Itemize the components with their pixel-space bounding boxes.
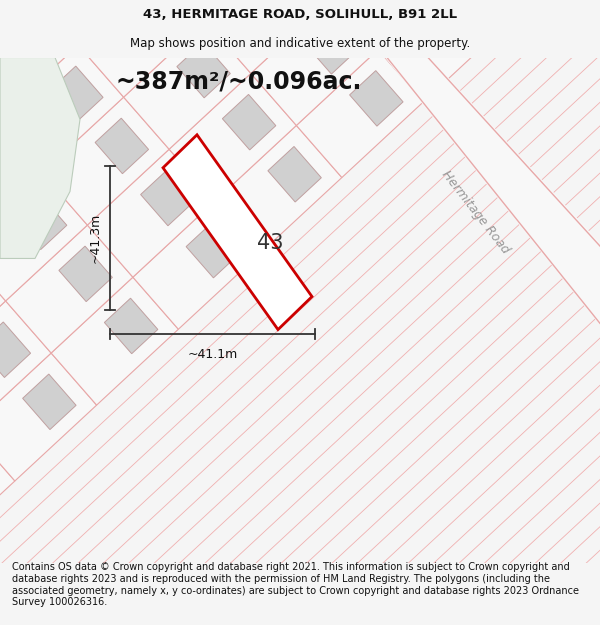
Polygon shape xyxy=(0,322,31,378)
Text: ~41.3m: ~41.3m xyxy=(89,213,102,263)
Polygon shape xyxy=(163,135,312,329)
Polygon shape xyxy=(0,173,88,301)
Polygon shape xyxy=(0,249,5,377)
Text: Hermitage Road: Hermitage Road xyxy=(439,168,511,256)
Text: ~41.1m: ~41.1m xyxy=(187,348,238,361)
Polygon shape xyxy=(259,0,312,22)
Polygon shape xyxy=(0,429,15,557)
Polygon shape xyxy=(332,0,460,49)
Polygon shape xyxy=(133,201,260,329)
Polygon shape xyxy=(0,121,42,249)
Polygon shape xyxy=(268,146,322,202)
Text: Map shows position and indicative extent of the property.: Map shows position and indicative extent… xyxy=(130,37,470,49)
Polygon shape xyxy=(42,97,169,225)
Polygon shape xyxy=(205,0,332,73)
Polygon shape xyxy=(124,21,251,149)
Polygon shape xyxy=(23,374,76,429)
Polygon shape xyxy=(0,58,80,259)
Polygon shape xyxy=(59,246,112,302)
Polygon shape xyxy=(0,0,32,69)
Polygon shape xyxy=(431,0,485,50)
Polygon shape xyxy=(0,142,22,198)
Polygon shape xyxy=(385,58,600,326)
Polygon shape xyxy=(0,0,12,18)
Polygon shape xyxy=(0,58,80,243)
Polygon shape xyxy=(88,149,215,277)
Text: 43: 43 xyxy=(257,233,283,253)
Polygon shape xyxy=(104,298,158,354)
Polygon shape xyxy=(378,0,505,102)
Polygon shape xyxy=(215,126,342,253)
Polygon shape xyxy=(50,66,103,122)
Polygon shape xyxy=(296,49,424,177)
Polygon shape xyxy=(0,45,124,173)
Polygon shape xyxy=(186,222,239,278)
Polygon shape xyxy=(0,301,51,429)
Polygon shape xyxy=(131,0,185,46)
Polygon shape xyxy=(350,71,403,126)
Polygon shape xyxy=(5,225,133,353)
Text: Contains OS data © Crown copyright and database right 2021. This information is : Contains OS data © Crown copyright and d… xyxy=(12,562,579,608)
Polygon shape xyxy=(51,277,178,405)
Polygon shape xyxy=(140,170,194,226)
Text: 43, HERMITAGE ROAD, SOLIHULL, B91 2LL: 43, HERMITAGE ROAD, SOLIHULL, B91 2LL xyxy=(143,8,457,21)
Polygon shape xyxy=(304,19,358,74)
Text: ~387m²/~0.096ac.: ~387m²/~0.096ac. xyxy=(115,70,361,94)
Polygon shape xyxy=(78,0,205,97)
Polygon shape xyxy=(0,353,97,481)
Polygon shape xyxy=(0,0,78,121)
Polygon shape xyxy=(95,118,149,174)
Polygon shape xyxy=(13,194,67,249)
Polygon shape xyxy=(177,42,230,98)
Polygon shape xyxy=(251,0,378,126)
Polygon shape xyxy=(169,73,296,201)
Polygon shape xyxy=(223,94,276,150)
Polygon shape xyxy=(4,14,58,69)
